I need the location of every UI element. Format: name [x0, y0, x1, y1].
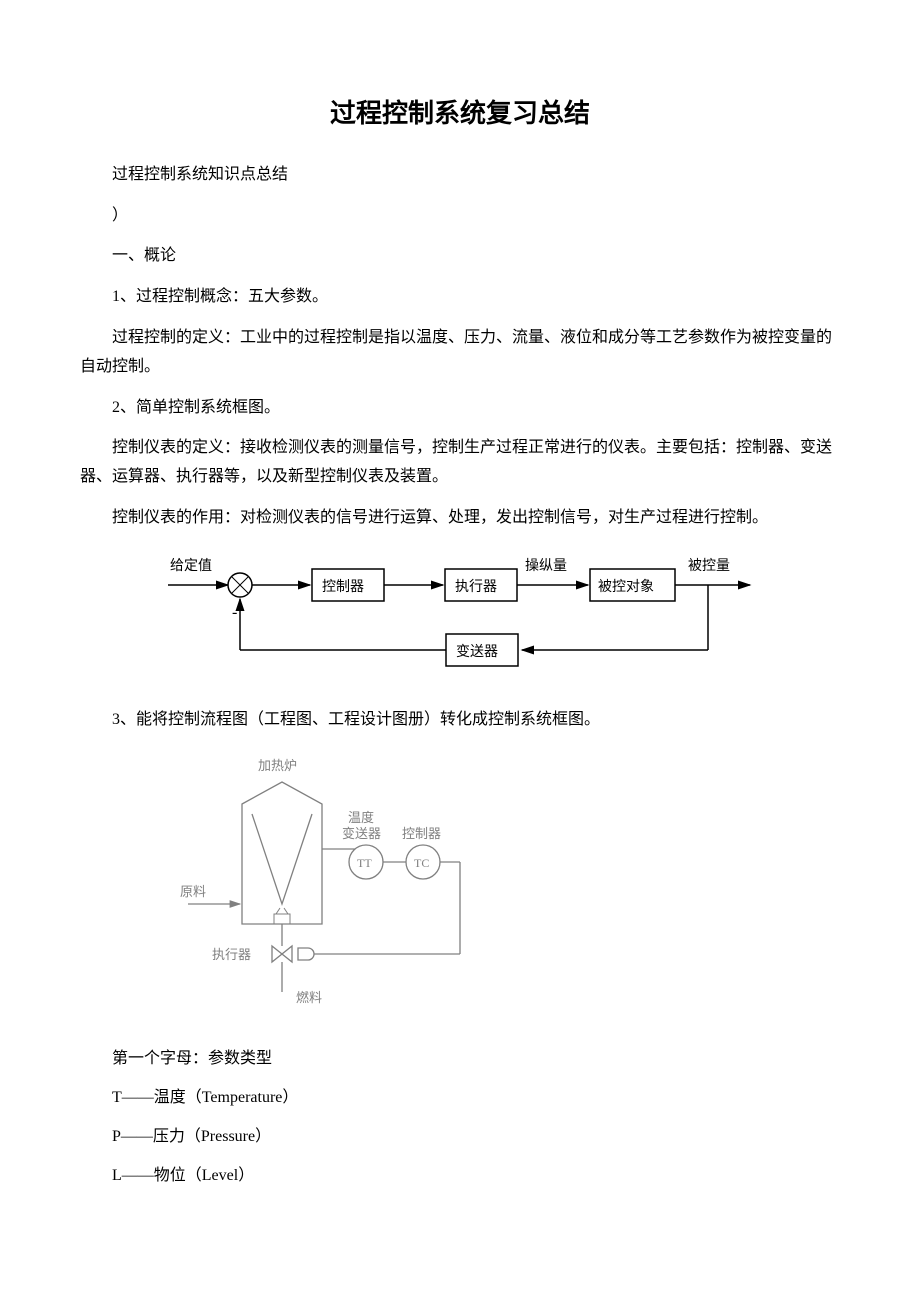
label-material: 原料 [180, 884, 206, 899]
label-furnace: 加热炉 [258, 758, 297, 773]
paragraph-12: P——压力（Pressure） [80, 1123, 840, 1152]
label-tt: TT [357, 856, 372, 870]
label-temp: 温度 [348, 810, 374, 825]
process-diagram-svg: 加热炉 原料 TT 温度 变送器 TC 控制器 [170, 754, 500, 1014]
label-actuator: 执行器 [455, 579, 497, 595]
paragraph-4: 1、过程控制概念：五大参数。 [80, 283, 840, 312]
paragraph-8: 控制仪表的作用：对检测仪表的信号进行运算、处理，发出控制信号，对生产过程进行控制… [80, 504, 840, 533]
paragraph-10: 第一个字母：参数类型 [80, 1045, 840, 1074]
label-controller2: 控制器 [402, 826, 441, 841]
paragraph-3: 一、概论 [80, 242, 840, 271]
paragraph-13: L——物位（Level） [80, 1162, 840, 1191]
paragraph-5: 过程控制的定义：工业中的过程控制是指以温度、压力、流量、液位和成分等工艺参数作为… [80, 324, 840, 382]
process-diagram-2: 加热炉 原料 TT 温度 变送器 TC 控制器 [170, 754, 500, 1025]
label-actuator2: 执行器 [212, 947, 251, 962]
label-transmitter2: 变送器 [342, 826, 381, 841]
label-plant: 被控对象 [598, 579, 654, 595]
furnace-coil-icon [252, 814, 312, 904]
paragraph-9: 3、能将控制流程图（工程图、工程设计图册）转化成控制系统框图。 [80, 706, 840, 735]
label-manipulated: 操纵量 [525, 558, 567, 574]
positioner-icon [298, 948, 314, 960]
label-controller: 控制器 [322, 579, 364, 595]
page-title: 过程控制系统复习总结 [80, 90, 840, 137]
paragraph-6: 2、简单控制系统框图。 [80, 394, 840, 423]
paragraph-1: 过程控制系统知识点总结 [80, 161, 840, 190]
label-fuel: 燃料 [296, 990, 322, 1005]
label-minus: - [232, 604, 237, 621]
label-controlled: 被控量 [688, 558, 730, 574]
valve-icon [272, 946, 292, 962]
paragraph-2: ） [80, 202, 840, 231]
label-tc: TC [414, 856, 429, 870]
block-diagram-svg: 给定值 - 控制器 执行器 操纵量 被控对象 被控量 变送器 [150, 545, 770, 675]
label-setpoint: 给定值 [170, 558, 212, 574]
label-transmitter: 变送器 [456, 644, 498, 660]
block-diagram-1: 给定值 - 控制器 执行器 操纵量 被控对象 被控量 变送器 [150, 545, 770, 686]
paragraph-7: 控制仪表的定义：接收检测仪表的测量信号，控制生产过程正常进行的仪表。主要包括：控… [80, 434, 840, 492]
paragraph-11: T——温度（Temperature） [80, 1084, 840, 1113]
